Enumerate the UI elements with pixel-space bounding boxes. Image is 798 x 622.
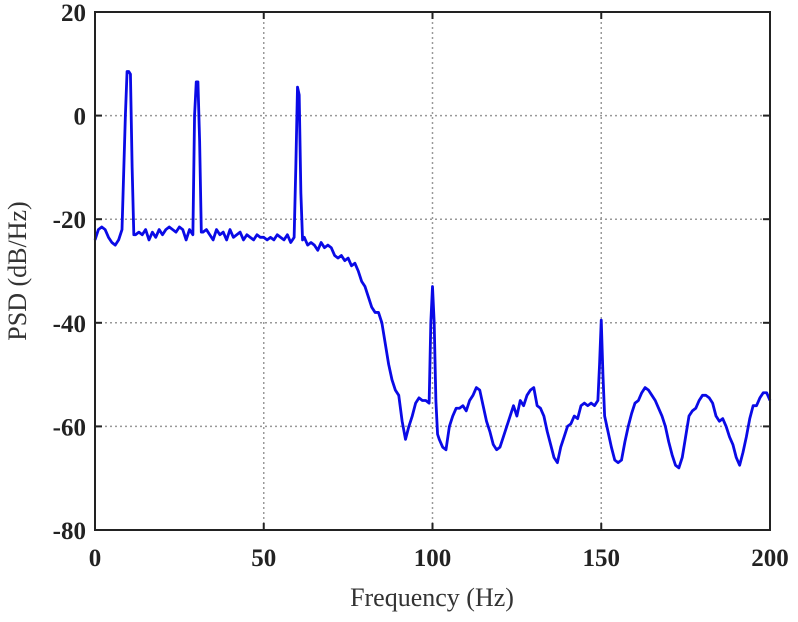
y-tick-label: 20 <box>61 0 86 27</box>
plot-frame <box>94 11 771 531</box>
x-axis-label: Frequency (Hz) <box>350 583 514 612</box>
x-tick-label: 50 <box>251 545 276 572</box>
y-tick-label: -20 <box>53 207 86 234</box>
x-tick-label: 200 <box>751 545 789 572</box>
y-tick-label: -60 <box>53 414 86 441</box>
data-line <box>93 70 772 470</box>
y-tick-label: -40 <box>53 311 86 338</box>
y-axis-label: PSD (dB/Hz) <box>3 201 32 340</box>
x-tick-label: 150 <box>583 545 621 572</box>
x-tick-label: 0 <box>89 545 102 572</box>
y-tick-label: -80 <box>53 518 86 545</box>
y-tick-label: 0 <box>74 104 87 131</box>
x-tick-label: 100 <box>414 545 452 572</box>
